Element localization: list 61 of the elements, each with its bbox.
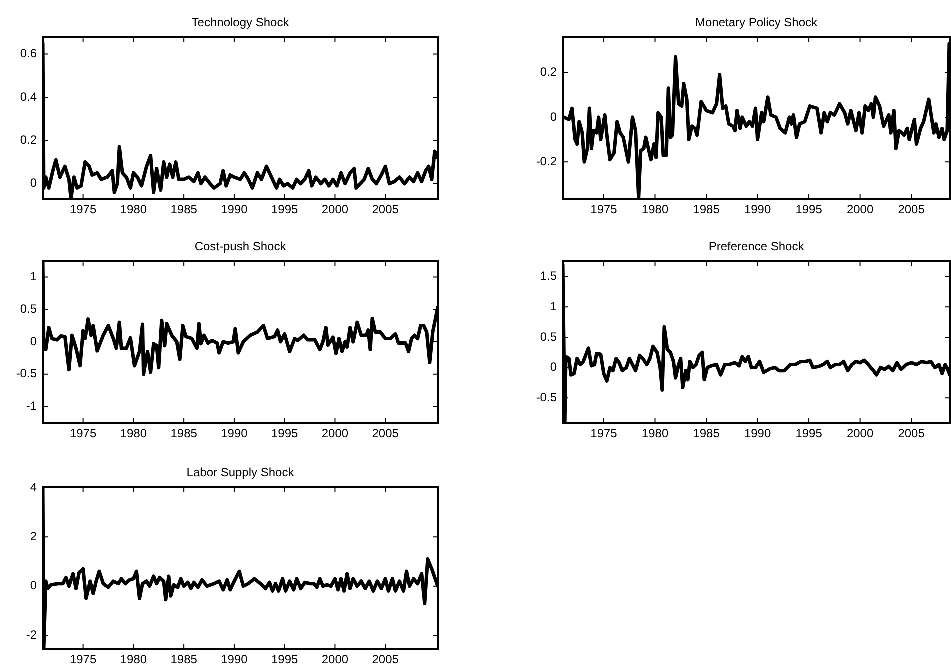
y-tick-label: 0.5 xyxy=(20,302,38,316)
x-tick-label: 1980 xyxy=(120,652,148,667)
y-tick-label: -0.2 xyxy=(536,154,558,168)
y-tick-label: 0.2 xyxy=(540,65,558,80)
x-tick-label: 1980 xyxy=(642,202,669,217)
x-tick-label: 1985 xyxy=(170,426,198,441)
x-tick-label: 1995 xyxy=(271,426,299,441)
y-tick-label: 0 xyxy=(30,578,38,593)
y-tick-label: -1 xyxy=(26,399,38,414)
x-tick-label: 1990 xyxy=(221,652,248,667)
y-tick-label: 0 xyxy=(30,334,38,348)
y-tick-label: 0.4 xyxy=(20,90,38,104)
x-tick-label: 1975 xyxy=(590,426,618,441)
x-tick-label: 1985 xyxy=(170,652,198,667)
x-tick-label: 2005 xyxy=(372,652,400,667)
x-tick-label: 2000 xyxy=(846,202,874,217)
x-tick-label: 1975 xyxy=(70,652,97,667)
x-tick-label: 1985 xyxy=(170,202,198,217)
x-tick-label: 1980 xyxy=(642,426,669,441)
x-tick-label: 1985 xyxy=(693,202,720,217)
chart-title: Technology Shock xyxy=(192,15,290,30)
x-tick-label: 2005 xyxy=(372,426,400,441)
y-tick-label: -2 xyxy=(26,628,38,642)
x-tick-label: 1995 xyxy=(271,652,299,667)
chart-title: Preference Shock xyxy=(708,239,806,254)
chart-title: Cost-push Shock xyxy=(194,239,288,254)
y-tick-label: 4 xyxy=(30,480,38,494)
chart-title: Labor Supply Shock xyxy=(186,465,296,480)
x-tick-label: 2005 xyxy=(372,202,400,217)
y-tick-label: 0.2 xyxy=(20,132,38,147)
y-tick-label: 1.5 xyxy=(540,269,558,284)
x-tick-label: 2005 xyxy=(898,426,926,441)
chart-title: Monetary Policy Shock xyxy=(695,15,819,30)
x-tick-label: 1980 xyxy=(120,426,148,441)
y-tick-label: 1 xyxy=(30,270,38,284)
x-tick-label: 1995 xyxy=(796,426,823,441)
y-tick-label: 1 xyxy=(550,299,558,314)
x-tick-label: 2000 xyxy=(322,652,349,667)
x-tick-label: 2000 xyxy=(846,426,874,441)
x-tick-label: 1980 xyxy=(120,202,148,217)
y-tick-label: 0.6 xyxy=(20,46,38,61)
x-tick-label: 1990 xyxy=(744,202,772,217)
x-tick-label: 1995 xyxy=(271,202,299,217)
x-tick-label: 2000 xyxy=(322,202,349,217)
x-tick-label: 1975 xyxy=(70,426,97,441)
x-tick-label: 1975 xyxy=(70,202,97,217)
y-tick-label: -0.5 xyxy=(536,390,558,404)
x-tick-label: 2005 xyxy=(898,202,926,217)
x-tick-label: 1985 xyxy=(693,426,720,441)
x-tick-label: 1975 xyxy=(590,202,618,217)
x-tick-label: 1990 xyxy=(744,426,772,441)
y-tick-label: 0 xyxy=(550,110,558,124)
x-tick-label: 1990 xyxy=(221,426,248,441)
y-tick-label: 0.5 xyxy=(540,330,558,344)
x-tick-label: 1990 xyxy=(221,202,248,217)
y-tick-label: 2 xyxy=(30,529,38,544)
x-tick-label: 1995 xyxy=(796,202,823,217)
y-tick-label: 0 xyxy=(550,360,558,374)
y-tick-label: 0 xyxy=(30,176,38,190)
x-tick-label: 2000 xyxy=(322,426,349,441)
y-tick-label: -0.5 xyxy=(16,366,38,381)
